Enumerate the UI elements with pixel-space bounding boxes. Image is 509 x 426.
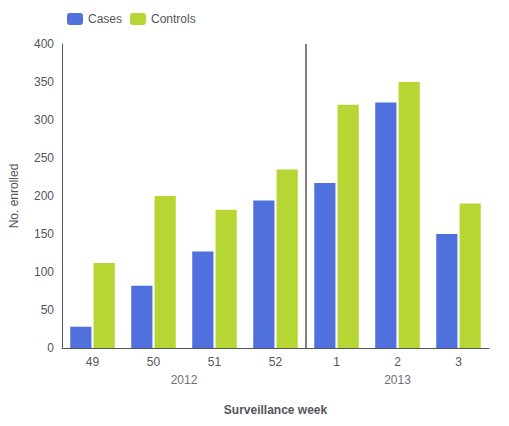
svg-text:51: 51 <box>208 355 222 369</box>
svg-text:2012: 2012 <box>171 373 198 387</box>
svg-text:50: 50 <box>147 355 161 369</box>
svg-text:250: 250 <box>34 151 54 165</box>
svg-text:150: 150 <box>34 227 54 241</box>
svg-text:No. enrolled: No. enrolled <box>7 164 21 229</box>
svg-text:300: 300 <box>34 113 54 127</box>
svg-text:100: 100 <box>34 265 54 279</box>
svg-text:3: 3 <box>455 355 462 369</box>
svg-text:1: 1 <box>333 355 340 369</box>
svg-text:Cases: Cases <box>88 12 122 26</box>
svg-text:350: 350 <box>34 75 54 89</box>
svg-text:400: 400 <box>34 37 54 51</box>
svg-text:2013: 2013 <box>384 373 411 387</box>
svg-text:0: 0 <box>47 341 54 355</box>
svg-text:49: 49 <box>86 355 100 369</box>
svg-text:Controls: Controls <box>151 12 196 26</box>
svg-text:2: 2 <box>394 355 401 369</box>
svg-text:Surveillance week: Surveillance week <box>224 403 328 417</box>
svg-text:52: 52 <box>269 355 283 369</box>
svg-text:200: 200 <box>34 189 54 203</box>
svg-text:50: 50 <box>41 303 55 317</box>
